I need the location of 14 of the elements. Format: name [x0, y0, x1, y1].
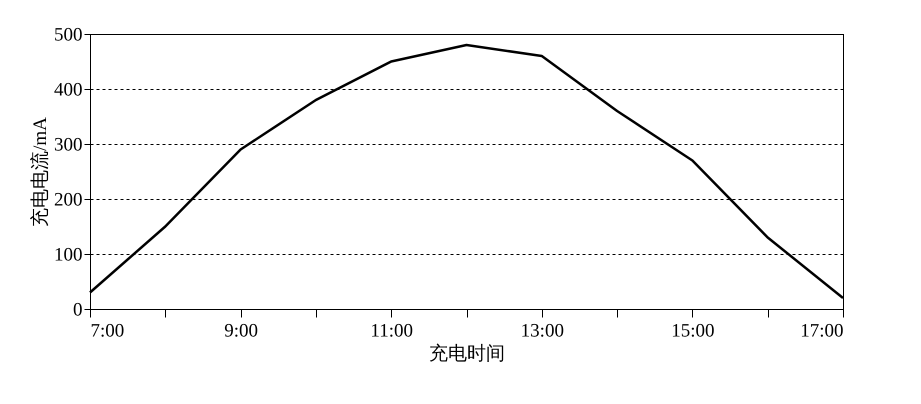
y-tick-label: 300: [54, 134, 82, 156]
y-axis-title: 充电电流/mA: [29, 116, 51, 227]
y-tick-label: 500: [54, 24, 82, 46]
y-tick-label: 200: [54, 190, 82, 210]
y-tick-label: 400: [54, 80, 82, 100]
x-tick-label: 15:00: [671, 320, 715, 342]
x-tick-label: 7:00: [90, 320, 124, 342]
x-tick-label: 9:00: [224, 320, 258, 342]
x-tick-label: 17:00: [800, 320, 844, 342]
x-tick-label: 11:00: [370, 320, 413, 342]
y-tick-label: 100: [54, 244, 82, 266]
x-axis-title: 充电时间: [429, 342, 505, 364]
y-tick-label: 0: [73, 300, 82, 320]
x-tick-label: 13:00: [520, 320, 564, 342]
